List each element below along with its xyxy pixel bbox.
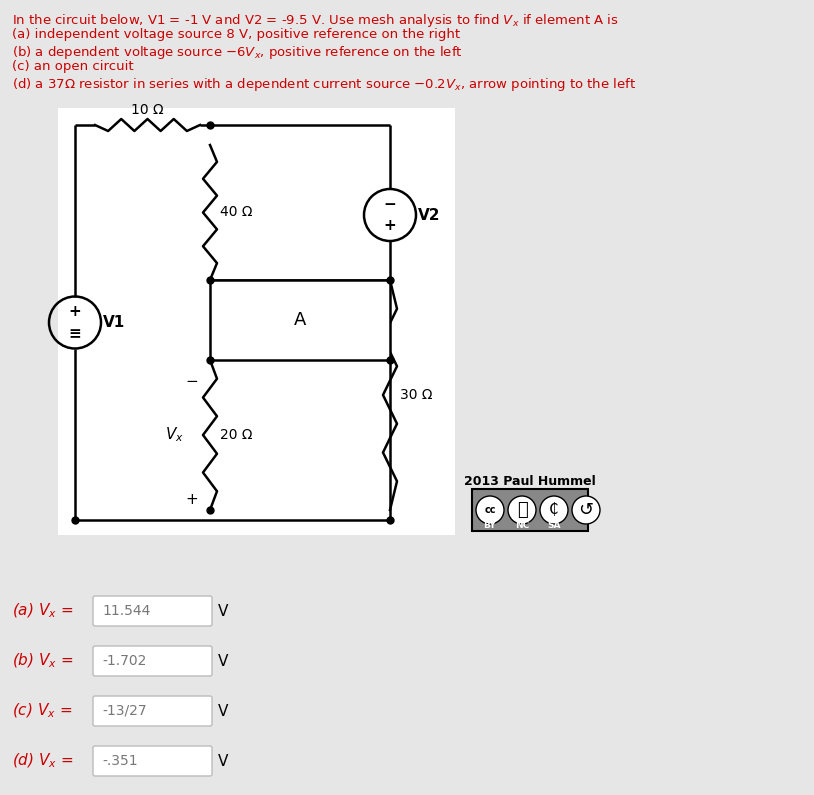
Text: In the circuit below, V1 = -1 V and V2 = -9.5 V. Use mesh analysis to find $V_x$: In the circuit below, V1 = -1 V and V2 =… <box>12 12 619 29</box>
Text: (c) an open circuit: (c) an open circuit <box>12 60 133 73</box>
Text: 10 Ω: 10 Ω <box>131 103 164 117</box>
Text: ↺: ↺ <box>579 501 593 519</box>
Text: V: V <box>218 754 229 769</box>
Bar <box>472 489 588 531</box>
Text: V: V <box>218 603 229 619</box>
Circle shape <box>508 496 536 524</box>
FancyBboxPatch shape <box>93 646 212 676</box>
Text: $V_x$: $V_x$ <box>164 425 183 444</box>
Text: SA: SA <box>547 521 561 529</box>
Text: (d) $V_x$ =: (d) $V_x$ = <box>12 752 73 770</box>
Text: (c) $V_x$ =: (c) $V_x$ = <box>12 702 72 720</box>
Text: cc: cc <box>484 505 496 515</box>
Text: (b) a dependent voltage source $-6V_x$, positive reference on the left: (b) a dependent voltage source $-6V_x$, … <box>12 44 462 61</box>
Text: ₵: ₵ <box>549 502 559 518</box>
Text: −: − <box>186 374 199 390</box>
Text: V: V <box>218 704 229 719</box>
Text: V2: V2 <box>418 207 440 223</box>
Text: V: V <box>218 653 229 669</box>
Text: A: A <box>294 311 306 329</box>
Circle shape <box>540 496 568 524</box>
Text: NC: NC <box>515 521 529 529</box>
Text: 30 Ω: 30 Ω <box>400 388 432 402</box>
Text: (b) $V_x$ =: (b) $V_x$ = <box>12 652 73 670</box>
Bar <box>58 108 455 535</box>
Circle shape <box>476 496 504 524</box>
Bar <box>210 280 390 360</box>
FancyBboxPatch shape <box>93 746 212 776</box>
Text: 11.544: 11.544 <box>102 604 151 618</box>
Text: -1.702: -1.702 <box>102 654 147 668</box>
Text: ⓘ: ⓘ <box>517 501 527 519</box>
Text: V1: V1 <box>103 315 125 330</box>
Circle shape <box>572 496 600 524</box>
Text: +: + <box>383 219 396 234</box>
Text: -.351: -.351 <box>102 754 138 768</box>
FancyBboxPatch shape <box>93 696 212 726</box>
Text: 40 Ω: 40 Ω <box>220 205 252 219</box>
Text: −: − <box>383 196 396 211</box>
Text: (a) independent voltage source 8 V, positive reference on the right: (a) independent voltage source 8 V, posi… <box>12 28 460 41</box>
Text: -13/27: -13/27 <box>102 704 147 718</box>
Text: 20 Ω: 20 Ω <box>220 428 252 442</box>
Text: ≡: ≡ <box>68 326 81 341</box>
Text: (d) a 37Ω resistor in series with a dependent current source $-0.2V_x$, arrow po: (d) a 37Ω resistor in series with a depe… <box>12 76 637 93</box>
Text: (a) $V_x$ =: (a) $V_x$ = <box>12 602 73 620</box>
Text: +: + <box>186 492 199 507</box>
Text: +: + <box>68 304 81 319</box>
FancyBboxPatch shape <box>93 596 212 626</box>
Text: BY: BY <box>484 521 497 529</box>
Text: 2013 Paul Hummel: 2013 Paul Hummel <box>464 475 596 488</box>
